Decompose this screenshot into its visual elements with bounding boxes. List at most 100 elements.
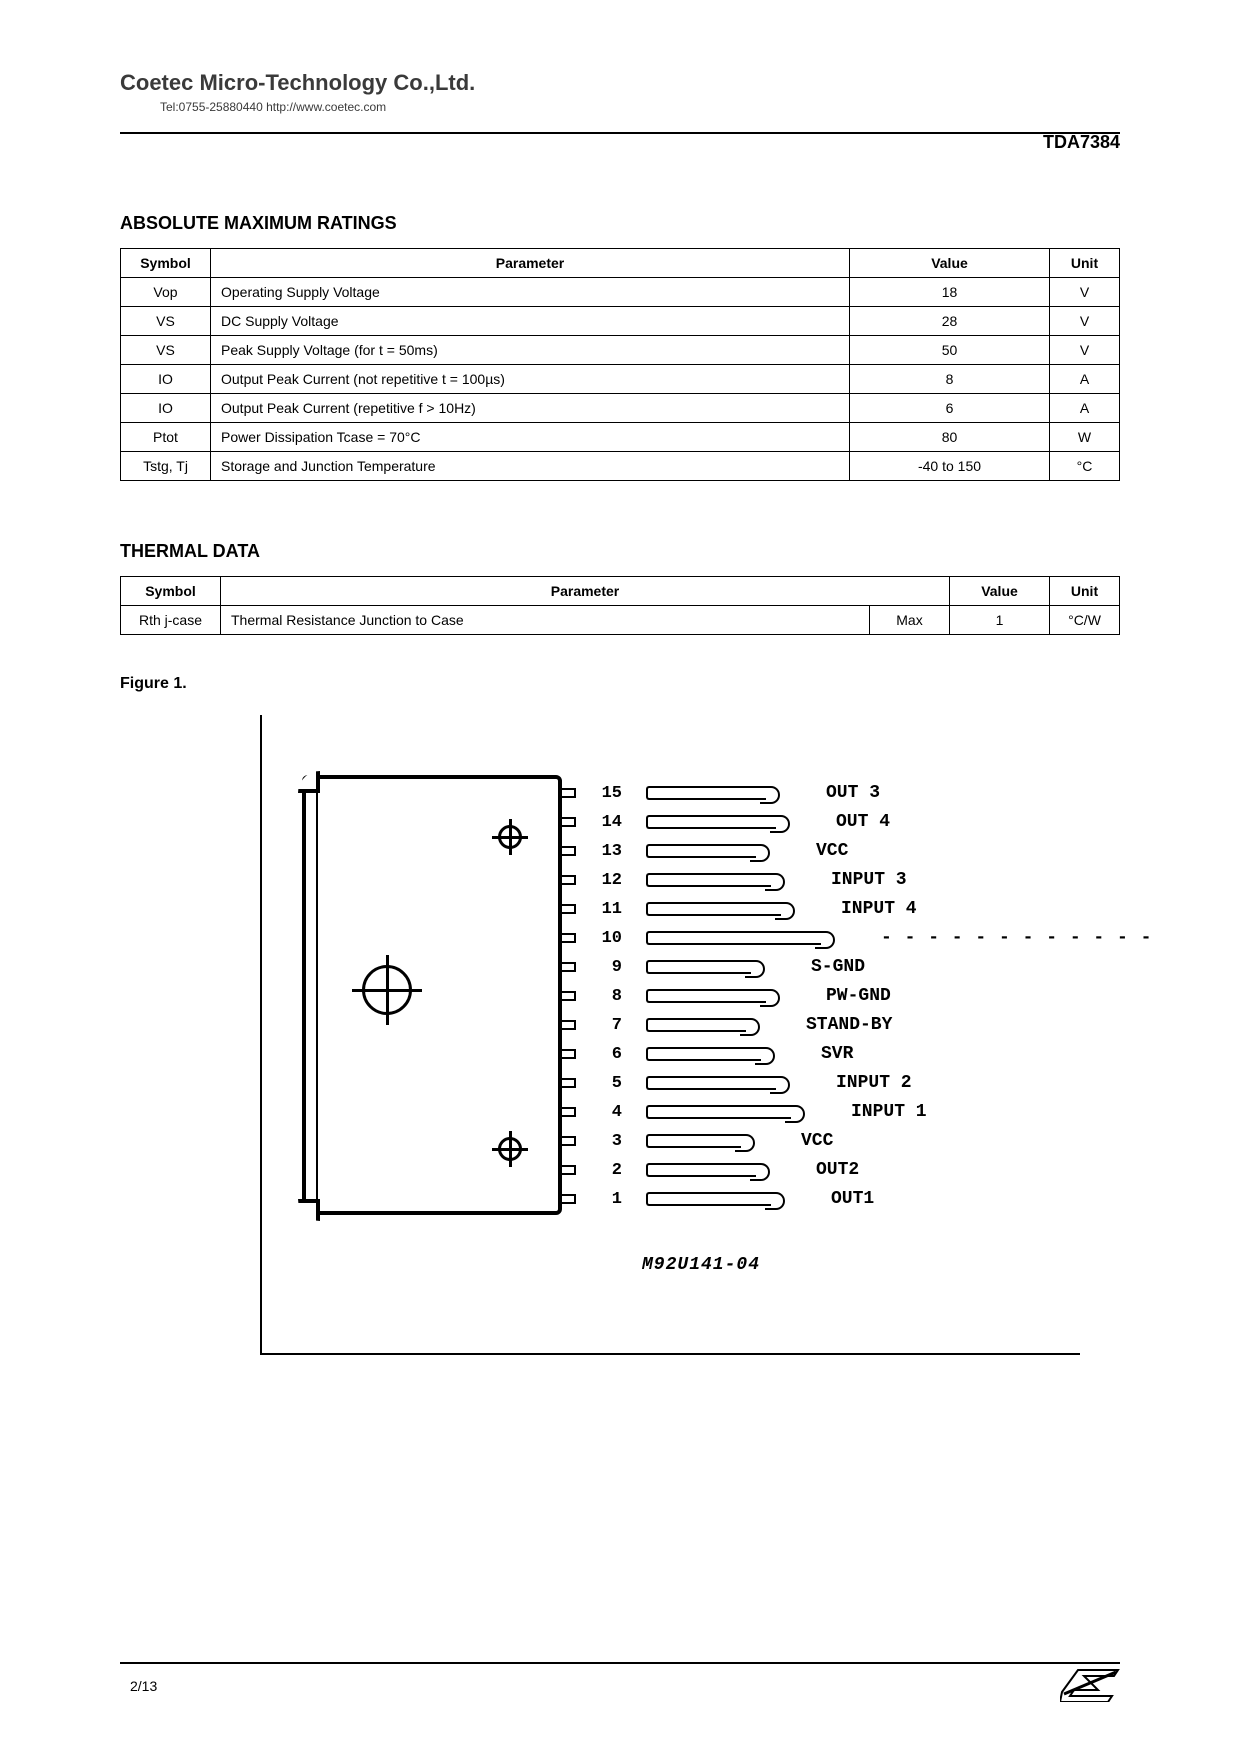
pin-label: S-GND <box>811 957 865 977</box>
pin-stub-icon <box>562 788 576 798</box>
pin-stub-icon <box>562 1165 576 1175</box>
pin-number: 6 <box>594 1045 622 1064</box>
abs-row: VSDC Supply Voltage28V <box>121 307 1120 336</box>
thermal-cell-val: 1 <box>950 606 1050 635</box>
pin-figure: Figure 1. 15OUT 314OUT 413VCC12INPUT 311… <box>120 675 1120 1375</box>
thermal-cell-param: Thermal Resistance Junction to Case <box>221 606 870 635</box>
pin-row: 9S-GND <box>562 953 865 981</box>
pin-lead-icon <box>646 873 771 887</box>
abs-row: IOOutput Peak Current (not repetitive t … <box>121 365 1120 394</box>
abs-cell: Ptot <box>121 423 211 452</box>
pin-label: OUT1 <box>831 1189 874 1209</box>
pin-stub-icon <box>562 875 576 885</box>
pin-lead-icon <box>646 1134 741 1148</box>
pin-lead-icon <box>646 815 776 829</box>
pin-lead-icon <box>646 1076 776 1090</box>
pin-lead-icon <box>646 1192 771 1206</box>
pin-row: 2OUT2 <box>562 1156 859 1184</box>
abs-cell: DC Supply Voltage <box>211 307 850 336</box>
pin-label: VCC <box>801 1131 833 1151</box>
abs-cell: 8 <box>850 365 1050 394</box>
pin-lead-icon <box>646 1163 756 1177</box>
pin-number: 7 <box>594 1016 622 1035</box>
abs-cell: VS <box>121 336 211 365</box>
pin-stub-icon <box>562 1136 576 1146</box>
thermal-th-symbol: Symbol <box>121 577 221 606</box>
pin-lead-icon <box>646 960 751 974</box>
abs-cell: V <box>1050 278 1120 307</box>
pin-lead-icon <box>646 1105 791 1119</box>
doc-title: TDA7384 <box>1043 132 1120 153</box>
pin-label: INPUT 3 <box>831 870 907 890</box>
pin-lead-icon <box>646 931 821 945</box>
abs-cell: VS <box>121 307 211 336</box>
page-number: 2/13 <box>130 1678 157 1694</box>
mount-hole-bottom-icon <box>492 1131 528 1167</box>
abs-cell: Tstg, Tj <box>121 452 211 481</box>
abs-cell: 28 <box>850 307 1050 336</box>
abs-cell: 6 <box>850 394 1050 423</box>
abs-row: VSPeak Supply Voltage (for t = 50ms)50V <box>121 336 1120 365</box>
pin-stub-icon <box>562 1049 576 1059</box>
pin-row: 5 INPUT 2 <box>562 1069 912 1097</box>
pin-stub-icon <box>562 1078 576 1088</box>
pin-label: PW-GND <box>826 986 891 1006</box>
st-logo-icon <box>1060 1666 1120 1702</box>
pin-label: INPUT 2 <box>836 1073 912 1093</box>
pin-row: 10- - - - - - - - - - - - <box>562 924 1152 952</box>
pin-stub-icon <box>562 991 576 1001</box>
pin-number: 5 <box>594 1074 622 1093</box>
pin-label: STAND-BY <box>806 1015 892 1035</box>
abs-cell: °C <box>1050 452 1120 481</box>
pin-row: 1 OUT1 <box>562 1185 874 1213</box>
thermal-th-param: Parameter <box>221 577 950 606</box>
pin-lead-icon <box>646 844 756 858</box>
abs-th-param: Parameter <box>211 249 850 278</box>
pin-lead-icon <box>646 902 781 916</box>
pin-number: 3 <box>594 1132 622 1151</box>
pin-stub-icon <box>562 933 576 943</box>
abs-th-value: Value <box>850 249 1050 278</box>
pin-row: 3 VCC <box>562 1127 833 1155</box>
abs-cell: 50 <box>850 336 1050 365</box>
pin-stub-icon <box>562 846 576 856</box>
pin-number: 12 <box>594 871 622 890</box>
abs-row: VopOperating Supply Voltage18V <box>121 278 1120 307</box>
pin-number: 1 <box>594 1190 622 1209</box>
pin-row: 15 OUT 3 <box>562 779 880 807</box>
pin-number: 14 <box>594 813 622 832</box>
thermal-row: Rth j-case Thermal Resistance Junction t… <box>121 606 1120 635</box>
thermal-table: Symbol Parameter Value Unit Rth j-case T… <box>120 576 1120 635</box>
abs-cell: 80 <box>850 423 1050 452</box>
company-contact: Tel:0755-25880440 http://www.coetec.com <box>120 100 1120 114</box>
abs-th-symbol: Symbol <box>121 249 211 278</box>
pin-stub-icon <box>562 962 576 972</box>
pin-number: 11 <box>594 900 622 919</box>
abs-heading: ABSOLUTE MAXIMUM RATINGS <box>120 213 1120 234</box>
pin-lead-icon <box>646 786 766 800</box>
pin-row: 11 INPUT 4 <box>562 895 917 923</box>
pin-lead-icon <box>646 1047 761 1061</box>
pin-label: SVR <box>821 1044 853 1064</box>
abs-cell: V <box>1050 336 1120 365</box>
pin-stub-icon <box>562 1107 576 1117</box>
abs-cell: Operating Supply Voltage <box>211 278 850 307</box>
abs-cell: IO <box>121 365 211 394</box>
figure-caption: Figure 1. <box>120 675 187 693</box>
pin-stub-icon <box>562 904 576 914</box>
pin-label: INPUT 1 <box>851 1102 927 1122</box>
company-name: Coetec Micro-Technology Co.,Ltd. <box>120 70 1120 96</box>
pin-number: 15 <box>594 784 622 803</box>
abs-cell: -40 to 150 <box>850 452 1050 481</box>
abs-cell: V <box>1050 307 1120 336</box>
thermal-cell-unit: °C/W <box>1050 606 1120 635</box>
abs-cell: A <box>1050 394 1120 423</box>
abs-cell: 18 <box>850 278 1050 307</box>
pin-label: OUT 3 <box>826 783 880 803</box>
abs-cell: Output Peak Current (not repetitive t = … <box>211 365 850 394</box>
thermal-heading: THERMAL DATA <box>120 541 1120 562</box>
pin-label: INPUT 4 <box>841 899 917 919</box>
thermal-cell-sym: Rth j-case <box>121 606 221 635</box>
pin-row: 7 STAND-BY <box>562 1011 892 1039</box>
pin-number: 2 <box>594 1161 622 1180</box>
